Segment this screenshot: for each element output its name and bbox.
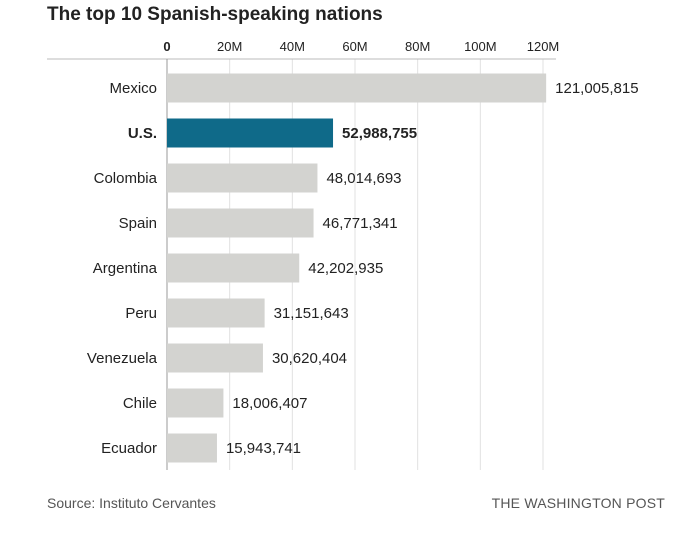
bar	[167, 208, 314, 238]
category-label: Venezuela	[87, 350, 158, 367]
bar	[167, 73, 547, 103]
value-label: 31,151,643	[274, 305, 349, 322]
bar	[167, 253, 300, 283]
bar	[167, 343, 263, 373]
x-tick-label: 120M	[527, 39, 560, 54]
x-axis: 0 20M 40M 60M 80M 100M 120M	[47, 39, 559, 470]
x-tick-label: 40M	[280, 39, 305, 54]
publisher-credit: THE WASHINGTON POST	[491, 495, 665, 511]
category-label: Peru	[125, 305, 157, 322]
value-label: 121,005,815	[555, 80, 638, 97]
category-label: Colombia	[94, 170, 158, 187]
bar	[167, 298, 265, 328]
x-tick-label: 0	[163, 39, 170, 54]
x-tick-label: 20M	[217, 39, 242, 54]
source-note: Source: Instituto Cervantes	[47, 495, 216, 511]
bar	[167, 118, 334, 148]
category-label: Mexico	[109, 80, 157, 97]
category-label: Chile	[123, 395, 157, 412]
value-label: 42,202,935	[308, 260, 383, 277]
x-tick-label: 60M	[342, 39, 367, 54]
category-label: Argentina	[93, 260, 158, 277]
value-label: 15,943,741	[226, 440, 301, 457]
bar	[167, 388, 224, 418]
bar	[167, 433, 217, 463]
chart-title: The top 10 Spanish-speaking nations	[47, 4, 383, 25]
value-label: 48,014,693	[326, 170, 401, 187]
x-tick-label: 80M	[405, 39, 430, 54]
category-label: Spain	[119, 215, 157, 232]
category-label: U.S.	[128, 125, 157, 142]
bar	[167, 163, 318, 193]
category-label: Ecuador	[101, 440, 157, 457]
bars: Mexico 121,005,815 U.S. 52,988,755 Colombia 4…	[87, 73, 639, 463]
value-label: 30,620,404	[272, 350, 347, 367]
value-label: 52,988,755	[342, 125, 417, 142]
value-label: 46,771,341	[323, 215, 398, 232]
value-label: 18,006,407	[232, 395, 307, 412]
x-tick-label: 100M	[464, 39, 497, 54]
